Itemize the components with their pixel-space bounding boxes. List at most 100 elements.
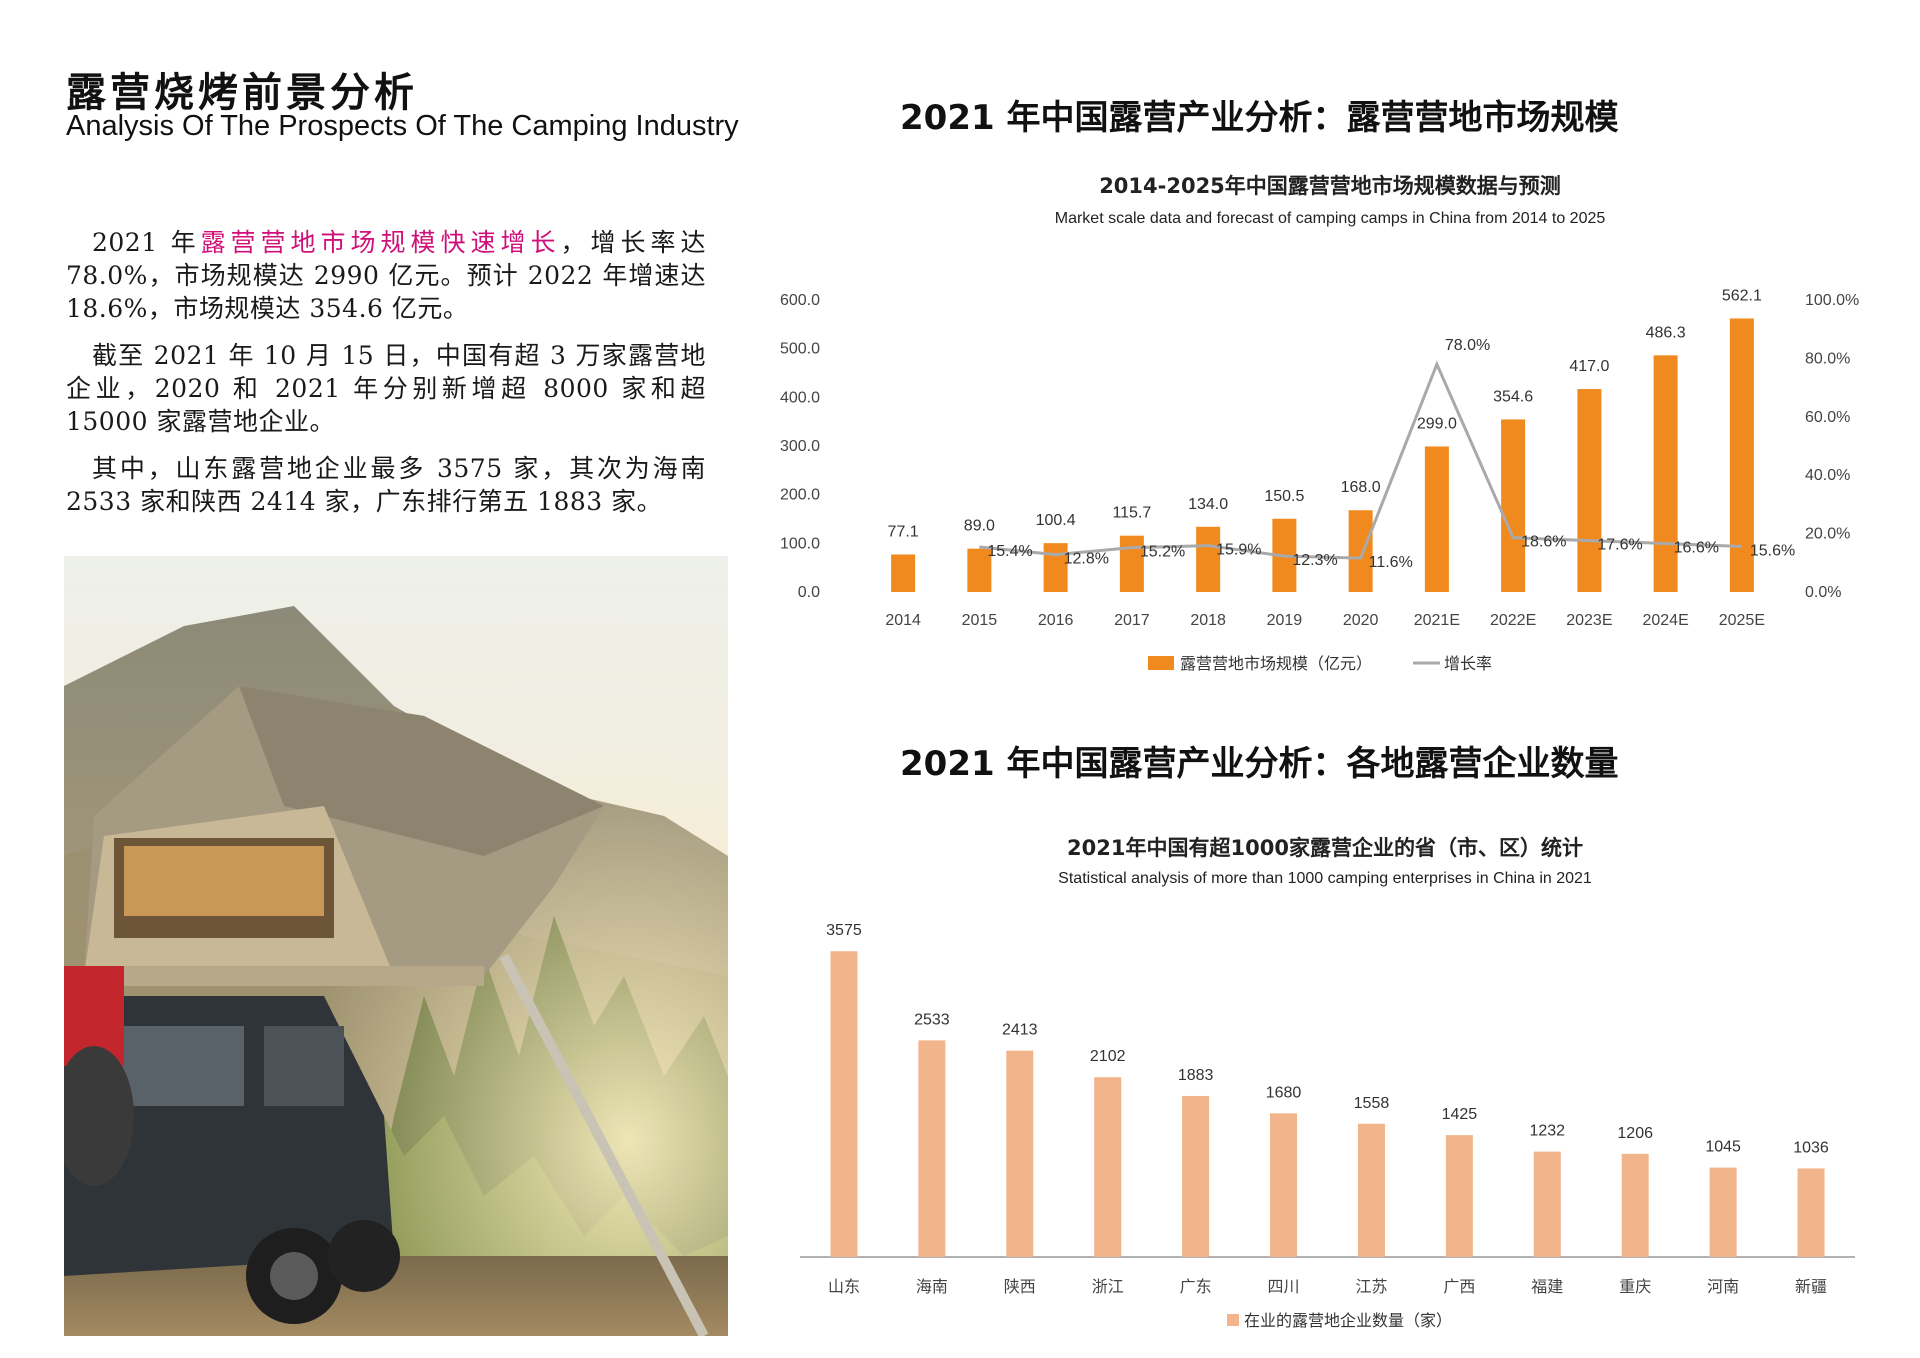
y-tick-left: 300.0 xyxy=(780,438,820,455)
growth-rate-label: 11.6% xyxy=(1369,554,1413,571)
bar-value-label: 77.1 xyxy=(888,523,919,540)
growth-rate-label: 78.0% xyxy=(1445,337,1490,354)
camping-illustration xyxy=(64,556,728,1336)
bar-value-label: 168.0 xyxy=(1341,479,1381,496)
growth-rate-label: 15.6% xyxy=(1750,542,1795,559)
page-subtitle: Analysis Of The Prospects Of The Camping… xyxy=(66,110,739,142)
growth-rate-label: 12.8% xyxy=(1064,551,1109,568)
bar xyxy=(891,554,916,592)
bar-value-label: 1045 xyxy=(1705,1139,1741,1156)
x-tick-label: 重庆 xyxy=(1619,1278,1651,1296)
x-tick-label: 2016 xyxy=(1038,612,1074,629)
y-tick-left: 500.0 xyxy=(780,341,820,358)
paragraph-enterprises: 截至 2021 年 10 月 15 日，中国有超 3 万家露营地企业，2020 … xyxy=(66,341,706,436)
y-tick-right: 0.0% xyxy=(1805,584,1841,601)
bar xyxy=(1709,1167,1737,1257)
enterprise-count-chart: 2021年中国有超1000家露营企业的省（市、区）统计 Statistical … xyxy=(770,820,1880,1340)
x-tick-label: 2020 xyxy=(1343,612,1379,629)
bar-value-label: 1425 xyxy=(1442,1106,1478,1123)
legend-label-bar: 露营营地市场规模（亿元） xyxy=(1180,655,1372,673)
bar xyxy=(918,1040,946,1257)
x-tick-label: 2025E xyxy=(1719,612,1765,629)
section-title-enterprise-count: 2021 年中国露营产业分析：各地露营企业数量 xyxy=(900,744,1619,784)
bar-value-label: 3575 xyxy=(826,922,862,939)
chart-title: 2014-2025年中国露营营地市场规模数据与预测 xyxy=(1099,174,1561,198)
x-tick-label: 2015 xyxy=(962,612,998,629)
y-tick-left: 0.0 xyxy=(798,584,820,601)
bar xyxy=(1006,1050,1034,1257)
bar-value-label: 1558 xyxy=(1354,1095,1390,1112)
y-tick-left: 400.0 xyxy=(780,389,820,406)
bar xyxy=(1196,526,1221,592)
x-tick-label: 浙江 xyxy=(1092,1278,1124,1296)
bar-value-label: 417.0 xyxy=(1569,358,1609,375)
x-tick-label: 四川 xyxy=(1268,1279,1300,1296)
bar xyxy=(1621,1153,1649,1257)
bar-value-label: 1883 xyxy=(1178,1067,1214,1084)
growth-rate-label: 12.3% xyxy=(1292,552,1337,569)
bar-value-label: 1036 xyxy=(1793,1139,1829,1156)
growth-rate-label: 16.6% xyxy=(1674,540,1719,557)
bar xyxy=(830,951,858,1257)
x-tick-label: 新疆 xyxy=(1795,1278,1827,1296)
bar-value-label: 150.5 xyxy=(1264,488,1304,505)
market-size-plot: 0.0 100.0 200.0 300.0 400.0 500.0 600.0 0.0% 20.… xyxy=(780,287,1859,673)
chart-subtitle: Market scale data and forecast of campin… xyxy=(1054,210,1606,227)
bar-value-label: 1232 xyxy=(1529,1123,1565,1140)
bar xyxy=(1577,389,1602,592)
bar-value-label: 299.0 xyxy=(1417,415,1457,432)
x-tick-label: 2021E xyxy=(1414,612,1460,629)
y-tick-right: 60.0% xyxy=(1805,409,1850,426)
camping-photo xyxy=(64,556,728,1336)
bar-value-label: 100.4 xyxy=(1036,512,1076,529)
x-tick-label: 2017 xyxy=(1114,612,1150,629)
intro-text: 2021 年露营营地市场规模快速增长，增长率达 78.0%，市场规模达 2990… xyxy=(66,226,706,532)
bar-value-label: 1680 xyxy=(1266,1084,1302,1101)
bar-value-label: 134.0 xyxy=(1188,496,1228,513)
y-tick-left: 200.0 xyxy=(780,487,820,504)
bar xyxy=(1653,355,1678,592)
legend-label-line: 增长率 xyxy=(1444,655,1492,673)
x-tick-label: 2023E xyxy=(1566,612,1612,629)
x-tick-label: 福建 xyxy=(1531,1278,1563,1296)
bar xyxy=(1445,1135,1473,1257)
page-title: 露营烧烤前景分析 xyxy=(66,70,418,116)
bar-value-label: 2413 xyxy=(1002,1022,1038,1039)
y-tick-right: 20.0% xyxy=(1805,526,1850,543)
legend-swatch-bar xyxy=(1148,656,1174,670)
x-tick-label: 2018 xyxy=(1190,612,1226,629)
legend-label: 在业的露营地企业数量（家） xyxy=(1244,1312,1452,1330)
bar-value-label: 1206 xyxy=(1617,1125,1653,1142)
bar xyxy=(1119,535,1144,592)
bar xyxy=(1043,543,1068,592)
bar xyxy=(1270,1113,1298,1257)
x-tick-label: 山东 xyxy=(828,1278,860,1296)
x-tick-label: 海南 xyxy=(916,1278,948,1296)
bar xyxy=(1182,1095,1210,1257)
legend-swatch xyxy=(1227,1314,1239,1326)
section-title-market-size: 2021 年中国露营产业分析：露营营地市场规模 xyxy=(900,98,1619,138)
market-size-chart: 2014-2025年中国露营营地市场规模数据与预测 Market scale d… xyxy=(760,160,1900,680)
y-tick-right: 40.0% xyxy=(1805,467,1850,484)
y-tick-left: 100.0 xyxy=(780,535,820,552)
y-tick-right: 80.0% xyxy=(1805,350,1850,367)
y-tick-right: 100.0% xyxy=(1805,292,1859,309)
bar xyxy=(1533,1151,1561,1257)
bar-value-label: 354.6 xyxy=(1493,388,1533,405)
bar xyxy=(967,548,992,592)
growth-rate-label: 15.4% xyxy=(987,543,1032,560)
growth-rate-label: 18.6% xyxy=(1521,534,1566,551)
x-tick-label: 河南 xyxy=(1707,1278,1739,1296)
bar xyxy=(1094,1077,1122,1257)
x-tick-label: 广东 xyxy=(1180,1278,1212,1296)
growth-rate-label: 15.9% xyxy=(1216,542,1261,559)
x-tick-label: 2014 xyxy=(885,612,921,629)
y-tick-left: 600.0 xyxy=(780,292,820,309)
bar-value-label: 2102 xyxy=(1090,1048,1126,1065)
paragraph-provinces: 其中，山东露营地企业最多 3575 家，其次为海南 2533 家和陕西 2414… xyxy=(66,454,706,516)
bar-value-label: 89.0 xyxy=(964,518,995,535)
growth-rate-line xyxy=(979,360,1742,560)
bar xyxy=(1357,1123,1385,1257)
x-tick-label: 2024E xyxy=(1642,612,1688,629)
bar-value-label: 2533 xyxy=(914,1011,950,1028)
